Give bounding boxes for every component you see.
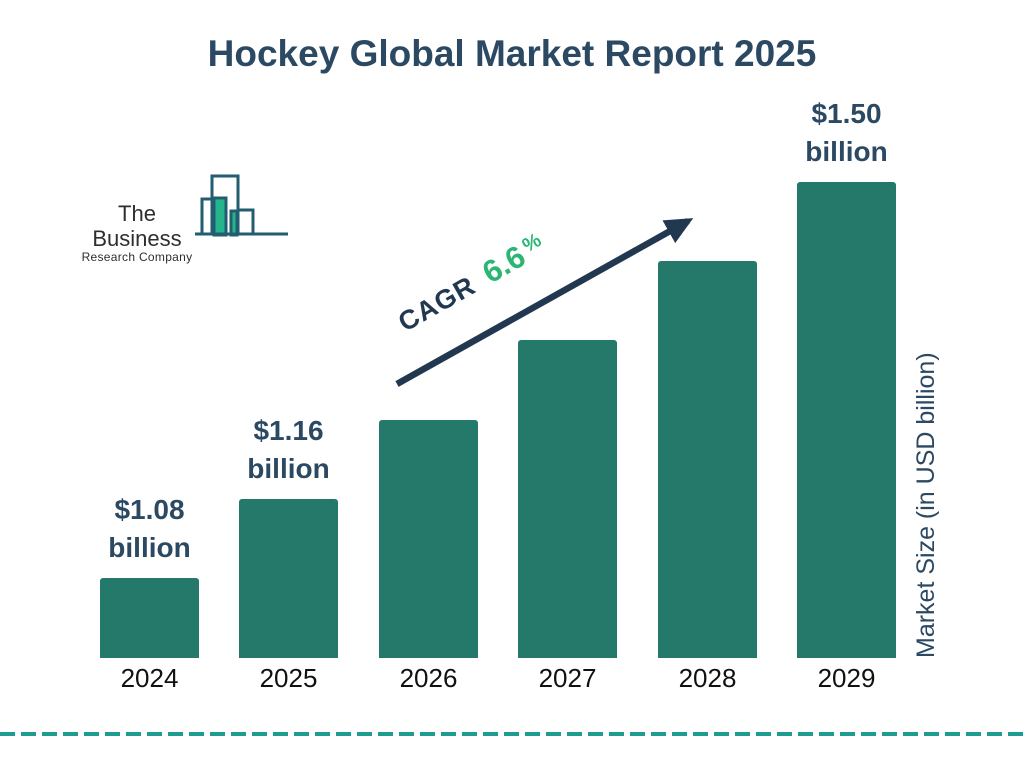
x-axis-label-2029: 2029 [817, 663, 876, 693]
logo-wordmark: The Business Research Company [75, 201, 199, 264]
cagr-label: CAGR [393, 270, 481, 338]
cagr-annotation: CAGR 6.6 % [389, 224, 548, 338]
x-axis-label-2025: 2025 [259, 663, 318, 693]
logo-bar-chart-icon [195, 174, 288, 237]
bar-value-label-2029: $1.50 billion [805, 98, 888, 167]
x-axis-label-2028: 2028 [678, 663, 737, 693]
bar-2027 [518, 340, 617, 658]
bar-2026 [379, 420, 478, 658]
bar-2024 [100, 578, 199, 658]
x-axis-label-2024: 2024 [120, 663, 179, 693]
x-axis-label-2027: 2027 [538, 663, 597, 693]
bar-2025 [239, 499, 338, 658]
bar-value-label-2025: $1.16 billion [247, 415, 330, 484]
bar-value-label-2024: $1.08 billion [108, 494, 191, 563]
bar-2028 [658, 261, 757, 658]
x-axis-label-2026: 2026 [399, 663, 458, 693]
logo-name-text: The Business [92, 201, 182, 251]
cagr-percent-sign: % [518, 229, 546, 258]
logo-subname-text: Research Company [81, 250, 193, 264]
company-logo: The Business Research Company [75, 170, 290, 264]
y-axis-title: Market Size (in USD billion) [912, 352, 940, 658]
page-title: Hockey Global Market Report 2025 [207, 33, 817, 74]
bar-2029 [797, 182, 896, 658]
